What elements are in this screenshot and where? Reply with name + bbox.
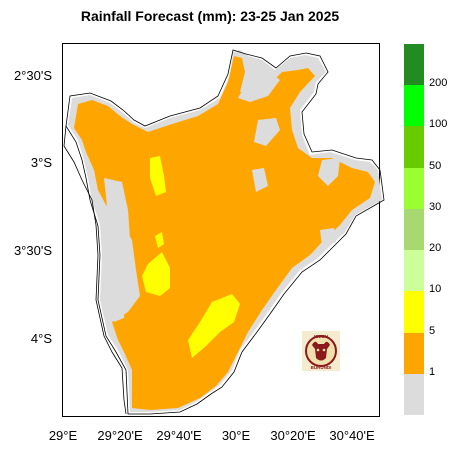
country-border (65, 49, 385, 415)
gray-patch-northeast (254, 118, 280, 146)
lon-label-29: 29°E (48, 428, 78, 443)
gray-patch-southeast (320, 228, 336, 246)
legend-swatch (404, 373, 424, 415)
svg-text:IGEBU: IGEBU (314, 334, 328, 339)
legend-label: 20 (429, 242, 442, 255)
yellow-patch-3 (188, 294, 240, 358)
legend-swatch (404, 208, 424, 251)
lat-label-2-30: 2°30'S (13, 68, 52, 83)
legend-swatch (404, 167, 424, 209)
gray-patch-southwest (112, 280, 126, 322)
map-title: Rainfall Forecast (mm): 23-25 Jan 2025 (80, 8, 340, 24)
gray-patch-east (318, 158, 340, 186)
svg-text:BURUNDI: BURUNDI (311, 365, 332, 370)
lon-label-29-40: 29°40'E (156, 428, 202, 443)
legend-label: 30 (429, 200, 442, 213)
lon-label-30: 30°E (221, 428, 251, 443)
lat-label-3: 3°S (30, 155, 52, 170)
legend-swatch (404, 85, 424, 127)
yellow-patch-2 (142, 252, 170, 296)
yellow-patch-1 (150, 156, 166, 196)
rainfall-legend (404, 44, 424, 415)
lon-label-30-40: 30°40'E (329, 428, 375, 443)
legend-swatch (404, 332, 424, 374)
legend-label: 50 (429, 159, 442, 172)
legend-swatch (404, 291, 424, 333)
lon-label-29-20: 29°20'E (97, 428, 143, 443)
legend-label: 1 (429, 365, 436, 378)
yellow-patch-4 (155, 232, 164, 248)
lat-label-4: 4°S (30, 331, 52, 346)
lon-label-30-20: 30°20'E (270, 428, 316, 443)
legend-label: 100 (429, 118, 448, 131)
gray-patch-west (104, 178, 130, 256)
bull-head-logo-icon: IGEBU BURUNDI (302, 331, 340, 371)
orange-rain-area (74, 56, 375, 410)
legend-label: 5 (429, 324, 436, 337)
gray-patch-central (252, 168, 268, 192)
gray-patch-north (238, 72, 280, 102)
legend-label: 200 (429, 77, 448, 90)
legend-label: 10 (429, 283, 442, 296)
legend-swatch (404, 250, 424, 292)
legend-swatch (404, 126, 424, 168)
lake-tanganyika-shore (63, 125, 127, 415)
legend-swatch (404, 44, 424, 86)
lat-label-3-30: 3°30'S (13, 243, 52, 258)
